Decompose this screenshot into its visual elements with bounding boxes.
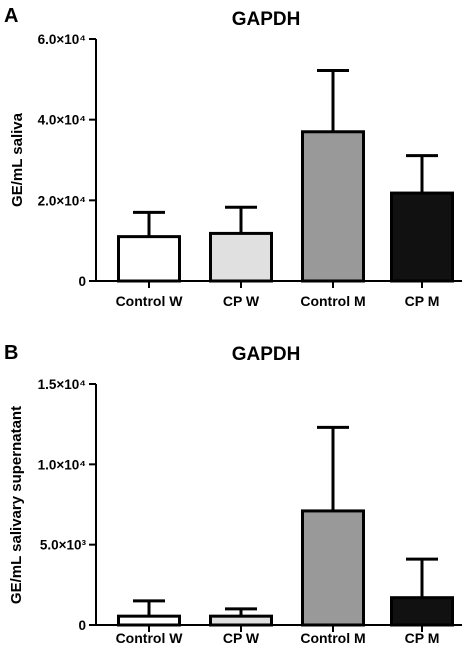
panel-b-y-axis-label: GE/mL salivary supernatant: [8, 406, 25, 604]
panel-b-bar: [390, 596, 454, 627]
panel-b-y-tick-label: 1.5×10⁴: [38, 377, 86, 392]
panel-a-category-label: Control W: [116, 293, 184, 309]
panel-b-bar: [117, 614, 181, 627]
panel-a-letter: A: [4, 5, 18, 27]
panel-a-y-tick-label: 2.0×10⁴: [38, 193, 86, 208]
panel-b-category-label: Control M: [300, 630, 365, 646]
panel-b-y-tick-label: 0: [78, 618, 86, 633]
panel-b-bar: [209, 614, 273, 627]
panel-b-y-tick-label: 1.0×10⁴: [38, 457, 86, 472]
panel-a-category-label: Control M: [300, 293, 365, 309]
panel-b-letter: B: [4, 342, 18, 364]
panel-a: A GAPDH GE/mL saliva 0 2.0×10⁴ 4.0×10⁴ 6.0×…: [4, 5, 462, 309]
panel-b-title: GAPDH: [232, 344, 301, 365]
panel-a-bar: [117, 235, 181, 283]
panel-b-category-label: CP M: [405, 630, 440, 646]
panel-a-y-tick-label: 0: [78, 274, 86, 289]
panel-a-y-tick-label: 4.0×10⁴: [38, 113, 86, 128]
panel-a-category-label: CP W: [223, 293, 260, 309]
panel-b: B GAPDH GE/mL salivary supernatant 0 5.0×…: [4, 342, 462, 646]
panel-a-bar: [209, 231, 273, 283]
panel-a-y-tick-label: 6.0×10⁴: [38, 32, 86, 47]
panel-a-category-label: CP M: [405, 293, 440, 309]
panel-b-category-label: Control W: [116, 630, 184, 646]
panel-b-y-tick-label: 5.0×10³: [40, 538, 87, 553]
panel-b-category-label: CP W: [223, 630, 260, 646]
panel-a-y-axis-label: GE/mL saliva: [9, 112, 26, 207]
panel-b-bar: [301, 509, 365, 627]
panel-a-title: GAPDH: [232, 9, 301, 30]
panel-a-bar: [390, 191, 454, 283]
panel-a-bar: [301, 130, 365, 283]
